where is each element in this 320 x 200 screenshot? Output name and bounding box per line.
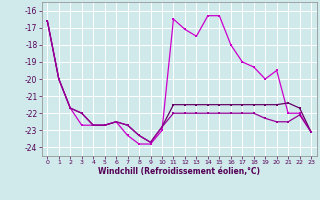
- X-axis label: Windchill (Refroidissement éolien,°C): Windchill (Refroidissement éolien,°C): [98, 167, 260, 176]
